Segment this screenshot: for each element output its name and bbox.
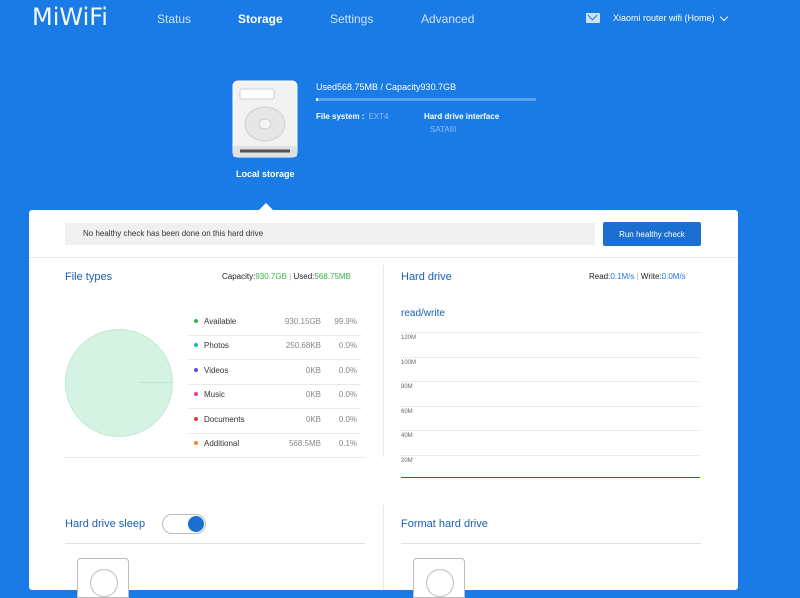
file-type-name: Music (204, 390, 225, 400)
legend-dot (194, 441, 198, 445)
hard-drive-interface-label: Hard drive interface (424, 112, 500, 121)
file-type-percent: 0.1% (338, 439, 357, 448)
hard-drive-icon (77, 558, 129, 598)
file-type-row: Documents 0KB 0.0% (189, 409, 361, 434)
file-system-label: File system : (316, 112, 365, 121)
file-type-row: Available 930.15GB 99.9% (189, 311, 361, 336)
chart-gridline (401, 405, 700, 407)
hard-drive-icon (232, 80, 298, 158)
file-type-size: 250.68KB (285, 341, 321, 351)
file-type-row: Videos 0KB 0.0% (189, 360, 361, 385)
divider (383, 505, 384, 590)
write-value: 0.0M/s (661, 272, 686, 281)
router-name[interactable]: Xiaomi router wifi (Home) (613, 13, 715, 23)
divider (65, 457, 365, 458)
y-tick-label: 120M (401, 335, 417, 341)
y-tick-label: 60M (401, 408, 413, 415)
mail-icon[interactable] (586, 13, 600, 23)
divider (401, 543, 701, 544)
file-type-percent: 0.0% (338, 365, 357, 375)
top-bar: MiWiFi Status Storage Settings Advanced … (0, 0, 800, 40)
chart-gridline (401, 332, 700, 333)
divider (383, 265, 384, 457)
chart-gridline (401, 381, 700, 382)
y-tick-label: 80M (401, 384, 413, 390)
file-type-name: Photos (204, 341, 229, 351)
format-hard-drive-title: Format hard drive (401, 518, 488, 530)
used-capacity-bar (316, 98, 536, 101)
y-tick-label: 100M (401, 359, 417, 366)
file-type-percent: 0.0% (338, 390, 357, 400)
chart-gridline (401, 356, 700, 358)
file-type-percent: 0.0% (338, 414, 357, 424)
nav-settings[interactable]: Settings (330, 12, 374, 26)
legend-dot (194, 343, 198, 348)
file-type-size: 568.5MB (288, 439, 321, 448)
nav-advanced[interactable]: Advanced (421, 12, 475, 26)
run-healthy-check-button[interactable]: Run healthy check (603, 222, 701, 246)
read-write-chart-title: read/write (401, 308, 445, 319)
used-capacity-fill (316, 98, 318, 101)
file-type-size: 0KB (305, 414, 321, 424)
file-type-size: 930.15GB (284, 317, 321, 326)
hard-drive-title: Hard drive (401, 271, 452, 283)
read-write-speed: Read:0.1M/s | Write:0.0M/s (589, 272, 686, 281)
local-storage-label: Local storage (236, 169, 295, 179)
hard-drive-sleep-toggle[interactable] (162, 514, 206, 534)
write-label: Write: (640, 272, 662, 281)
toggle-knob[interactable] (188, 516, 204, 532)
file-type-name: Available (204, 317, 237, 326)
panel-pointer (258, 203, 274, 211)
file-system-value: EXT4 (368, 112, 389, 121)
chart-baseline (401, 477, 700, 478)
storage-panel: No healthy check has been done on this h… (29, 210, 738, 598)
hard-drive-interface-value: SATAIII (430, 125, 457, 134)
file-types-title: File types (65, 271, 113, 283)
legend-dot (194, 319, 198, 323)
divider (65, 543, 365, 544)
file-type-size: 0KB (305, 390, 321, 400)
y-tick-label: 20M (401, 457, 413, 464)
legend-dot (194, 416, 198, 421)
nav-status[interactable]: Status (157, 12, 192, 26)
legend-dot (194, 392, 198, 397)
file-type-percent: 99.9% (334, 317, 357, 326)
capacity-summary: Capacity:930.7GB | Used:568.75MB (222, 272, 351, 281)
used-capacity-text: Used568.75MB / Capacity930.7GB (316, 82, 457, 92)
nav-storage[interactable]: Storage (238, 12, 283, 26)
y-tick-label: 40M (401, 433, 413, 439)
file-type-row: Photos 250.68KB 0.0% (189, 335, 361, 361)
file-type-row: Music 0KB 0.0% (189, 384, 361, 410)
chevron-down-icon[interactable] (719, 12, 728, 21)
hard-drive-sleep-title: Hard drive sleep (65, 518, 146, 530)
used-label: Used: (293, 272, 315, 281)
read-label: Read: (589, 272, 611, 281)
capacity-value: 930.7GB (255, 272, 287, 281)
chart-gridline (401, 430, 700, 431)
read-value: 0.1M/s (610, 272, 635, 281)
miwifi-logo[interactable]: MiWiFi (32, 3, 108, 31)
hard-drive-icon (413, 558, 465, 598)
file-system: File system : EXT4 (316, 112, 388, 121)
file-type-name: Additional (204, 439, 240, 448)
file-type-percent: 0.0% (338, 341, 357, 351)
used-value: 568.75MB (314, 272, 351, 281)
legend-dot (194, 367, 198, 372)
pie-label-line (139, 382, 173, 383)
capacity-label: Capacity: (222, 272, 256, 281)
divider (29, 257, 738, 258)
chart-gridline (401, 454, 700, 456)
file-type-name: Documents (204, 414, 245, 424)
file-type-size: 0KB (305, 365, 321, 375)
file-type-name: Videos (204, 365, 229, 375)
file-type-row: Additional 568.5MB 0.1% (189, 433, 361, 458)
health-message: No healthy check has been done on this h… (65, 223, 595, 245)
router-menu[interactable]: Xiaomi router wifi (Home) (586, 12, 728, 23)
file-types-pie-chart (65, 329, 173, 437)
